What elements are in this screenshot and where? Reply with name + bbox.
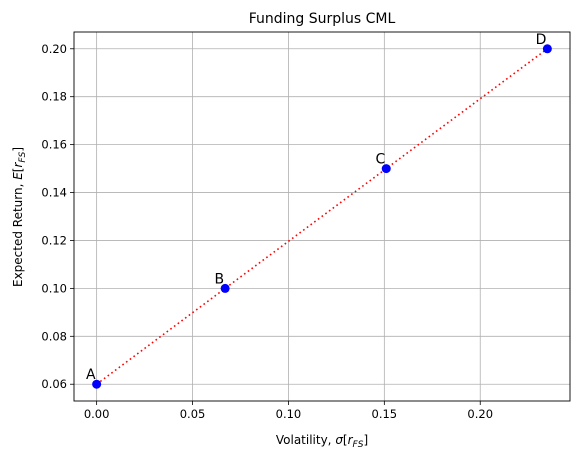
x-axis-label: Volatility, σ[rFS] bbox=[276, 433, 368, 450]
y-axis-label: Expected Return, E[rFS] bbox=[11, 147, 28, 287]
y-axis: 0.06 0.08 0.10 0.12 0.14 0.16 0.18 0.20 bbox=[41, 42, 74, 391]
data-point-c bbox=[381, 164, 391, 174]
point-label-d: D bbox=[536, 32, 547, 48]
point-label-b: B bbox=[215, 271, 225, 287]
grid bbox=[74, 32, 570, 401]
y-tick-label: 0.16 bbox=[41, 138, 67, 152]
plot-area bbox=[73, 31, 571, 402]
x-tick-label: 0.15 bbox=[372, 407, 398, 421]
x-axis: 0.00 0.05 0.10 0.15 0.20 bbox=[84, 401, 493, 421]
chart-title: Funding Surplus CML bbox=[249, 11, 396, 27]
y-tick-label: 0.08 bbox=[41, 329, 67, 343]
x-tick-label: 0.00 bbox=[84, 407, 110, 421]
data-point-b bbox=[220, 283, 230, 293]
y-tick-label: 0.18 bbox=[41, 90, 67, 104]
y-tick-label: 0.14 bbox=[41, 186, 67, 200]
point-label-a: A bbox=[86, 367, 96, 383]
cml-line bbox=[96, 48, 548, 385]
y-tick-label: 0.20 bbox=[41, 42, 67, 56]
y-tick-label: 0.10 bbox=[41, 281, 67, 295]
data-point-d bbox=[542, 44, 552, 54]
point-label-c: C bbox=[375, 152, 385, 168]
y-tick-label: 0.12 bbox=[41, 233, 67, 247]
y-tick-label: 0.06 bbox=[41, 377, 67, 391]
x-tick-label: 0.10 bbox=[276, 407, 302, 421]
x-tick-label: 0.05 bbox=[180, 407, 206, 421]
data-point-a bbox=[92, 379, 102, 389]
x-tick-label: 0.20 bbox=[467, 407, 493, 421]
data-points: A B C D bbox=[86, 32, 552, 389]
